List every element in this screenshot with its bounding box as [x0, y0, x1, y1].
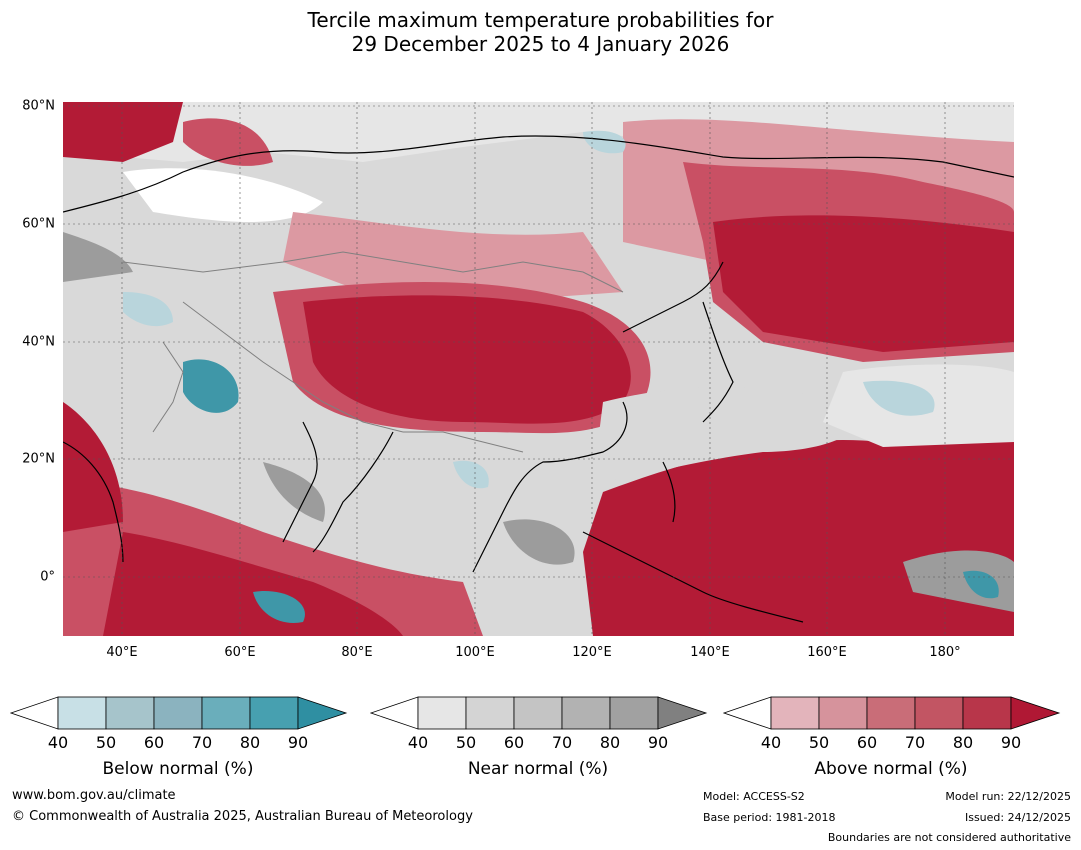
below-normal-light-indochina — [453, 460, 489, 489]
above-normal-strong-indian-ocean — [103, 532, 403, 636]
title-line-2: 29 December 2025 to 4 January 2026 — [351, 32, 730, 56]
above-seg-5 — [962, 696, 1012, 730]
near-normal-dark-west — [63, 232, 133, 282]
near-tick-60: 60 — [503, 733, 525, 752]
below-seg-4 — [201, 696, 251, 730]
colorbar-below-svg — [10, 696, 348, 730]
footer-model: Model: ACCESS-S2 — [703, 790, 805, 803]
above-seg-6 — [1010, 696, 1061, 730]
above-tick-70: 70 — [904, 733, 926, 752]
map-title: Tercile maximum temperature probabilitie… — [0, 8, 1081, 56]
below-seg-1 — [57, 696, 107, 730]
below-tick-40: 40 — [47, 733, 69, 752]
above-normal-title: Above normal (%) — [814, 759, 968, 779]
above-tick-90: 90 — [1000, 733, 1022, 752]
title-line-1: Tercile maximum temperature probabilitie… — [307, 8, 774, 32]
footer-copyright: © Commonwealth of Australia 2025, Austra… — [12, 809, 473, 824]
lon-label-140e: 140°E — [690, 645, 730, 660]
near-normal-dark-southeast-asia — [503, 519, 575, 565]
below-seg-2 — [105, 696, 155, 730]
near-normal-dark-india — [263, 462, 325, 522]
near-seg-3 — [513, 696, 563, 730]
colorbar-above-normal — [723, 696, 1061, 730]
footer-issued: Issued: 24/12/2025 — [964, 811, 1071, 824]
above-tick-50: 50 — [808, 733, 830, 752]
below-tick-80: 80 — [239, 733, 261, 752]
above-normal-strong-central-asia — [303, 295, 631, 424]
below-tick-70: 70 — [191, 733, 213, 752]
country-borders — [122, 251, 624, 453]
above-seg-1 — [770, 696, 820, 730]
above-normal-strong-pacific — [583, 440, 1014, 636]
above-tick-40: 40 — [760, 733, 782, 752]
above-seg-4 — [914, 696, 964, 730]
colorbar-below-normal — [10, 696, 348, 730]
below-seg-5 — [249, 696, 299, 730]
lat-label-60n: 60°N — [22, 216, 55, 232]
near-seg-5 — [609, 696, 659, 730]
below-normal-light-pacific — [863, 380, 935, 416]
above-normal-strong-northeast — [713, 215, 1014, 352]
lon-label-60e: 60°E — [224, 645, 256, 660]
above-seg-3 — [866, 696, 916, 730]
lon-label-120e: 120°E — [572, 645, 612, 660]
lat-label-80n: 80°N — [22, 98, 55, 114]
lon-label-100e: 100°E — [455, 645, 495, 660]
below-normal-strong-indian-ocean — [253, 591, 305, 623]
near-seg-1 — [417, 696, 467, 730]
graticule — [63, 102, 1014, 636]
near-tick-50: 50 — [455, 733, 477, 752]
below-seg-3 — [153, 696, 203, 730]
below-seg-6 — [297, 696, 348, 730]
above-seg-0 — [723, 696, 772, 730]
near-seg-4 — [561, 696, 611, 730]
below-normal-strong-equatorial-pacific — [963, 570, 999, 599]
lon-label-180: 180° — [929, 645, 961, 660]
below-normal-light-north — [583, 130, 626, 154]
probability-map — [63, 102, 1014, 636]
near-tick-70: 70 — [551, 733, 573, 752]
colorbar-near-normal — [370, 696, 708, 730]
colorbar-above-svg — [723, 696, 1061, 730]
low-signal-area — [123, 168, 323, 222]
lon-label-160e: 160°E — [807, 645, 847, 660]
near-seg-0 — [370, 696, 419, 730]
footer-base-period: Base period: 1981-2018 — [703, 811, 836, 824]
footer-url[interactable]: www.bom.gov.au/climate — [12, 788, 176, 803]
above-tick-60: 60 — [856, 733, 878, 752]
near-seg-2 — [465, 696, 515, 730]
lon-label-40e: 40°E — [106, 645, 138, 660]
lat-label-0: 0° — [40, 569, 55, 585]
above-normal-strong-africa — [63, 402, 123, 532]
below-normal-strong-iran — [183, 359, 239, 413]
footer-model-run: Model run: 22/12/2025 — [945, 790, 1071, 803]
lon-label-80e: 80°E — [341, 645, 373, 660]
below-tick-50: 50 — [95, 733, 117, 752]
near-tick-40: 40 — [407, 733, 429, 752]
below-normal-title: Below normal (%) — [102, 759, 254, 779]
lat-label-40n: 40°N — [22, 334, 55, 350]
near-tick-80: 80 — [599, 733, 621, 752]
below-tick-90: 90 — [287, 733, 309, 752]
near-tick-90: 90 — [647, 733, 669, 752]
below-seg-0 — [10, 696, 59, 730]
near-normal-light-subtropics — [593, 387, 856, 482]
below-normal-light-caspian — [123, 292, 173, 327]
map-canvas — [63, 102, 1014, 636]
above-normal-strong-north-atlantic — [63, 102, 183, 162]
coastlines — [63, 135, 1014, 623]
above-seg-2 — [818, 696, 868, 730]
above-tick-80: 80 — [952, 733, 974, 752]
above-normal-light-siberia — [283, 212, 623, 302]
near-seg-6 — [657, 696, 708, 730]
footer-disclaimer: Boundaries are not considered authoritat… — [827, 831, 1071, 844]
lat-label-20n: 20°N — [22, 451, 55, 467]
colorbar-near-svg — [370, 696, 708, 730]
below-tick-60: 60 — [143, 733, 165, 752]
near-normal-title: Near normal (%) — [467, 759, 609, 779]
